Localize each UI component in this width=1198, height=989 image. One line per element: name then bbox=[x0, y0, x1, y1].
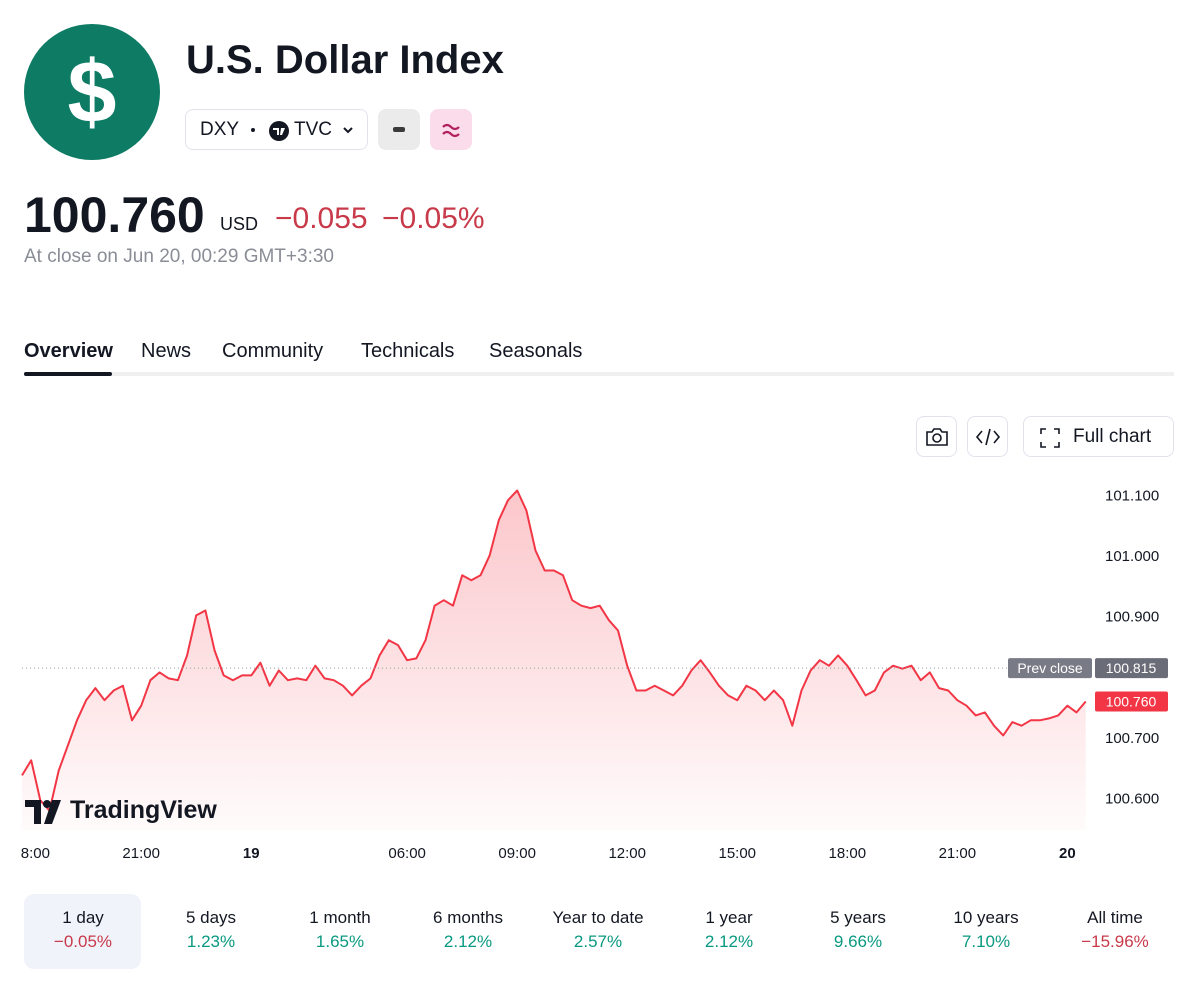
prev-close-value: 100.815 bbox=[1106, 660, 1157, 676]
tab[interactable]: Overview bbox=[24, 340, 113, 362]
chevron bbox=[343, 127, 353, 134]
period-label: Year to date bbox=[552, 908, 644, 927]
x-tick-label: 09:00 bbox=[498, 845, 536, 862]
logo bbox=[24, 24, 160, 160]
period[interactable]: Year to date 2.57% bbox=[534, 908, 662, 952]
tab[interactable]: Seasonals bbox=[489, 340, 583, 362]
tab-rail bbox=[24, 372, 1174, 376]
logo-symbol: $ bbox=[68, 42, 117, 141]
period-label: 5 days bbox=[185, 908, 237, 927]
period-label: All time bbox=[1087, 908, 1143, 927]
period-change: 7.10% bbox=[961, 932, 1011, 951]
separator bbox=[251, 128, 255, 132]
period[interactable]: 5 days 1.23% bbox=[147, 908, 275, 952]
period[interactable]: 1 day −0.05% bbox=[19, 908, 147, 952]
title: U.S. Dollar Index bbox=[186, 38, 504, 82]
x-tick-label: 21:00 bbox=[939, 845, 977, 862]
prev-close-label: Prev close bbox=[1017, 660, 1083, 676]
x-tick-label: 18:00 bbox=[12, 845, 50, 862]
x-tick-label: 21:00 bbox=[122, 845, 160, 862]
full-chart-label: Full chart bbox=[1073, 426, 1152, 447]
prev-close-value-tag bbox=[1095, 658, 1168, 679]
period-label: 1 month bbox=[309, 908, 371, 927]
price: 100.760 bbox=[24, 187, 205, 243]
x-axis: 18:00 21:00 19 06:00 09:00 12:00 15:00 18:00 21:… bbox=[12, 845, 1076, 862]
minus-icon bbox=[393, 127, 405, 132]
area bbox=[22, 490, 1086, 830]
period-label: 1 day bbox=[62, 908, 104, 927]
period[interactable]: 6 months 2.12% bbox=[404, 908, 532, 952]
status-badge[interactable] bbox=[378, 109, 420, 150]
period[interactable]: All time −15.96% bbox=[1051, 908, 1179, 952]
x-tick-label: 12:00 bbox=[608, 845, 646, 862]
currency: USD bbox=[220, 214, 259, 234]
period-change: 2.57% bbox=[573, 932, 623, 951]
watermark: TradingView bbox=[70, 796, 217, 824]
period-change: −0.05% bbox=[53, 932, 113, 951]
period[interactable]: 10 years 7.10% bbox=[922, 908, 1050, 952]
y-tick-label: 100.600 bbox=[1105, 790, 1159, 807]
period-change: −15.96% bbox=[1081, 932, 1149, 951]
period[interactable]: 1 month 1.65% bbox=[276, 908, 404, 952]
full-chart-button[interactable]: Full chart bbox=[1023, 416, 1174, 457]
last-value: 100.760 bbox=[1106, 693, 1157, 709]
period-change: 9.66% bbox=[833, 932, 883, 951]
period-change: 2.12% bbox=[443, 932, 493, 951]
x-tick-label: 19 bbox=[243, 845, 260, 862]
change-pct: −0.05% bbox=[382, 202, 485, 235]
delay-badge[interactable] bbox=[430, 109, 472, 150]
period-active bbox=[24, 894, 141, 969]
approx-icon bbox=[442, 123, 460, 138]
period-label: 6 months bbox=[433, 908, 503, 927]
close-note: At close on Jun 20, 00:29 GMT+3:30 bbox=[24, 246, 334, 267]
prev-close-tag bbox=[1008, 658, 1092, 679]
symbol: DXY bbox=[200, 119, 240, 140]
line bbox=[21, 489, 1087, 812]
embed-button[interactable] bbox=[967, 416, 1008, 457]
tab[interactable]: News bbox=[141, 340, 192, 362]
x-tick-label: 15:00 bbox=[718, 845, 756, 862]
period-label: 5 years bbox=[830, 908, 886, 927]
y-tick-label: 100.700 bbox=[1105, 730, 1159, 747]
y-tick-label: 100.900 bbox=[1105, 609, 1159, 626]
exchange-icon bbox=[269, 121, 289, 141]
y-tick-label: 101.100 bbox=[1105, 487, 1159, 504]
x-tick-label: 06:00 bbox=[388, 845, 426, 862]
period-label: 10 years bbox=[953, 908, 1019, 927]
tab[interactable]: Community bbox=[222, 340, 324, 362]
tab-indicator bbox=[24, 372, 112, 376]
period[interactable]: 1 year 2.12% bbox=[665, 908, 793, 952]
change: −0.055 bbox=[275, 202, 368, 235]
y-tick-label: 101.000 bbox=[1105, 548, 1159, 565]
period[interactable]: 5 years 9.66% bbox=[794, 908, 922, 952]
watermark-logo bbox=[25, 800, 61, 824]
x-tick-label: 18:00 bbox=[829, 845, 867, 862]
period-label: 1 year bbox=[705, 908, 753, 927]
symbol-chip[interactable]: DXY TVC bbox=[185, 109, 368, 150]
last-value-tag bbox=[1095, 691, 1168, 712]
x-tick-label: 20 bbox=[1059, 845, 1076, 862]
snapshot-button[interactable] bbox=[916, 416, 957, 457]
exchange: TVC bbox=[294, 119, 332, 140]
period-change: 1.23% bbox=[186, 932, 236, 951]
period-change: 2.12% bbox=[704, 932, 754, 951]
period-change: 1.65% bbox=[315, 932, 365, 951]
tab[interactable]: Technicals bbox=[361, 340, 455, 362]
